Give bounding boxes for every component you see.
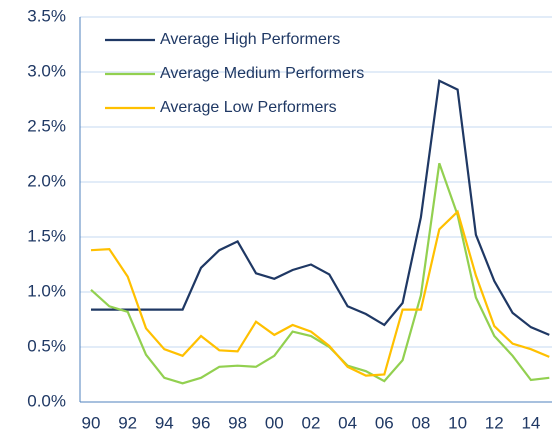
x-tick-label: 04 xyxy=(338,413,357,432)
x-tick-label: 06 xyxy=(375,413,394,432)
series-line xyxy=(90,162,550,385)
x-tick-label: 10 xyxy=(448,413,467,432)
legend-text: Average High Performers xyxy=(160,31,340,48)
x-tick-label: 94 xyxy=(155,413,174,432)
x-tick-label: 92 xyxy=(118,413,137,432)
y-tick-label: 1.0% xyxy=(27,281,66,300)
legend-text: Average Low Performers xyxy=(160,99,337,116)
y-tick-label: 0.5% xyxy=(27,336,66,355)
y-tick-label: 3.5% xyxy=(27,6,66,25)
series-line xyxy=(91,79,550,336)
x-tick-label: 12 xyxy=(485,413,504,432)
x-tick-label: 08 xyxy=(411,413,430,432)
y-tick-label: 2.0% xyxy=(27,171,66,190)
x-tick-label: 98 xyxy=(228,413,247,432)
y-tick-label: 2.5% xyxy=(27,116,66,135)
x-tick-label: 02 xyxy=(301,413,320,432)
x-tick-label: 14 xyxy=(521,413,540,432)
x-tick-label: 96 xyxy=(192,413,211,432)
y-tick-label: 0.0% xyxy=(27,391,66,410)
series-line xyxy=(90,209,550,377)
x-tick-label: 00 xyxy=(265,413,284,432)
legend-text: Average Medium Performers xyxy=(160,65,364,82)
y-tick-label: 3.0% xyxy=(27,61,66,80)
y-tick-label: 1.5% xyxy=(27,226,66,245)
x-tick-label: 90 xyxy=(82,413,101,432)
